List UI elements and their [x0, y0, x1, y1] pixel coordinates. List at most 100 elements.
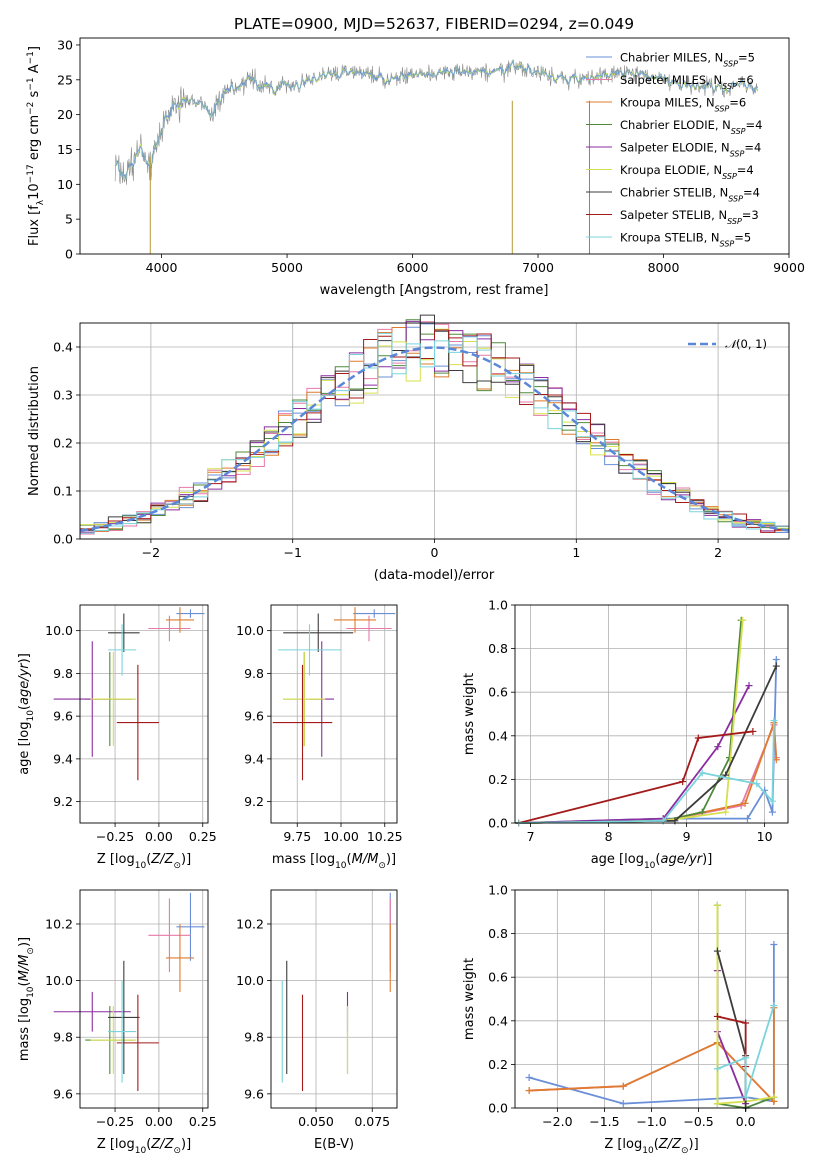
- x-axis-label: E(B-V): [314, 1137, 354, 1152]
- y-axis-label: mass weight: [462, 958, 477, 1040]
- age-vs-mass-panel: 9.75 10.00 10.25 9.2 9.4 9.6 9.8 10.0 mass [log1…: [236, 604, 403, 871]
- y-tick-label: 20: [57, 107, 73, 122]
- y-tick-label: 0.0: [53, 532, 73, 547]
- y-tick-label: 10.0: [45, 623, 73, 638]
- y-tick-label: 9.2: [53, 794, 73, 809]
- mass-weight-marker: [714, 743, 722, 751]
- x-tick-label: 4000: [146, 260, 178, 275]
- y-tick-label: 9.2: [244, 794, 264, 809]
- y-tick-label: 0.1: [53, 484, 73, 499]
- x-tick-label: 9.75: [283, 829, 311, 844]
- y-tick-label: 9.4: [244, 751, 264, 766]
- y-axis-label: Normed distribution: [27, 366, 42, 496]
- legend-entry: 𝒩(0, 1): [725, 337, 767, 351]
- y-tick-label: 9.8: [53, 666, 73, 681]
- x-axis-label: (data-model)/error: [374, 568, 495, 583]
- y-tick-label: 0: [65, 247, 73, 262]
- x-tick-label: −0.25: [96, 1114, 134, 1129]
- y-tick-label: 0.0: [488, 1101, 508, 1116]
- y-axis-label: mass weight: [462, 673, 477, 755]
- y-tick-label: 9.4: [53, 751, 73, 766]
- legend-entry: Kroupa MILES, NSSP=6: [620, 96, 746, 114]
- y-tick-label: 0.4: [488, 728, 508, 743]
- x-tick-label: 0.075: [354, 1114, 390, 1129]
- y-axis-label: age [log10(age/yr)]: [17, 653, 36, 775]
- residual-histogram: [80, 332, 789, 534]
- mass-weight-line: [518, 724, 778, 824]
- mass-weight-marker: [753, 780, 761, 788]
- mass-weight-line: [518, 620, 744, 824]
- x-tick-label: 10.25: [367, 829, 403, 844]
- x-tick-label: −0.25: [96, 829, 134, 844]
- mass-weight-marker: [713, 1100, 721, 1108]
- mass-weight-marker: [619, 1100, 627, 1108]
- axes-frame: [79, 604, 209, 824]
- legend-entry: Salpeter MILES, NSSP=6: [620, 73, 754, 91]
- mass-weight-marker: [525, 1073, 533, 1081]
- mass-weight-vs-metallicity-panel: −2.0 −1.5 −1.0 −0.5 0.0 0.0 0.2 0.4 0.6 0.8 1.0 Z […: [462, 883, 789, 1156]
- x-tick-label: 9: [683, 829, 691, 844]
- mass-weight-marker: [525, 1087, 533, 1095]
- axes-frame: [270, 604, 398, 824]
- y-tick-label: 10.2: [45, 916, 73, 931]
- axes-frame: [79, 37, 790, 255]
- mass-weight-marker: [713, 901, 721, 909]
- y-tick-label: 0.4: [53, 340, 73, 355]
- spectrum-panel: 4000 5000 6000 7000 8000 9000 0 5 10 15 20 25 30 wave…: [26, 37, 805, 298]
- mass-weight-marker: [619, 1082, 627, 1090]
- mass-weight-marker: [679, 778, 687, 786]
- mass-weight-marker: [772, 656, 780, 663]
- legend-entry: Chabrier ELODIE, NSSP=4: [620, 118, 762, 136]
- y-tick-label: 10.2: [236, 916, 264, 931]
- mass-weight-line: [518, 665, 778, 824]
- x-axis-label: Z [log10(Z/Z⊙)]: [97, 1137, 191, 1156]
- y-tick-label: 10.0: [45, 973, 73, 988]
- mass-weight-marker: [768, 797, 776, 805]
- legend-entry: Chabrier MILES, NSSP=5: [620, 51, 755, 69]
- axes-frame: [270, 889, 398, 1109]
- y-tick-label: 0.8: [488, 641, 508, 656]
- legend-entry: Salpeter ELODIE, NSSP=4: [620, 141, 761, 159]
- y-tick-label: 1.0: [488, 883, 508, 898]
- y-tick-label: 0.6: [488, 685, 508, 700]
- y-tick-label: 10.0: [236, 623, 264, 638]
- x-tick-label: 5000: [271, 260, 303, 275]
- x-tick-label: 0.050: [298, 1114, 334, 1129]
- x-tick-label: 0.00: [145, 1114, 173, 1129]
- age-vs-metallicity-panel: −0.25 0.00 0.25 9.2 9.4 9.6 9.8 10.0 Z [log10(Z/…: [17, 604, 217, 871]
- mass-weight-line: [518, 685, 750, 824]
- x-tick-label: 0.00: [145, 829, 173, 844]
- y-tick-label: 0.6: [488, 970, 508, 985]
- y-tick-label: 9.6: [244, 1086, 264, 1101]
- x-tick-label: 0.25: [189, 829, 217, 844]
- axes-frame: [514, 604, 789, 824]
- gaussian-reference-curve: [79, 346, 790, 532]
- mass-weight-line: [518, 730, 754, 824]
- x-tick-label: −1.0: [636, 1114, 666, 1129]
- mass-vs-ebv-panel: 0.050 0.075 9.6 9.8 10.0 10.2 E(B-V): [236, 889, 398, 1152]
- x-tick-label: 0.0: [736, 1114, 756, 1129]
- x-tick-label: −2.0: [542, 1114, 572, 1129]
- y-tick-label: 0.8: [488, 926, 508, 941]
- y-tick-label: 0.0: [488, 816, 508, 831]
- residual-histogram-panel: −2 −1 0 1 2 0.0 0.1 0.2 0.3 0.4 𝒩(0, 1) (data-model…: [27, 314, 790, 583]
- x-tick-label: 2: [714, 545, 722, 560]
- x-axis-label: wavelength [Angstrom, rest frame]: [320, 283, 549, 298]
- mass-weight-marker: [772, 662, 780, 670]
- mass-weight-marker: [770, 1093, 778, 1101]
- y-tick-label: 9.6: [53, 1086, 73, 1101]
- mass-weight-marker: [741, 799, 749, 807]
- mass-weight-marker: [743, 815, 751, 823]
- mass-vs-metallicity-panel: −0.25 0.00 0.25 9.6 9.8 10.0 10.2 Z [log10(Z/Z⊙…: [17, 889, 217, 1156]
- x-axis-label: age [log10(age/yr)]: [591, 852, 713, 871]
- axes-frame: [79, 889, 209, 1109]
- y-tick-label: 9.8: [244, 666, 264, 681]
- figure-title: PLATE=0900, MJD=52637, FIBERID=0294, z=0…: [234, 15, 634, 33]
- y-tick-label: 0.2: [488, 1057, 508, 1072]
- x-tick-label: 1: [572, 545, 580, 560]
- y-tick-label: 9.8: [53, 1030, 73, 1045]
- x-tick-label: 8000: [648, 260, 680, 275]
- mass-weight-line: [717, 1005, 775, 1098]
- mass-weight-marker: [742, 1019, 750, 1027]
